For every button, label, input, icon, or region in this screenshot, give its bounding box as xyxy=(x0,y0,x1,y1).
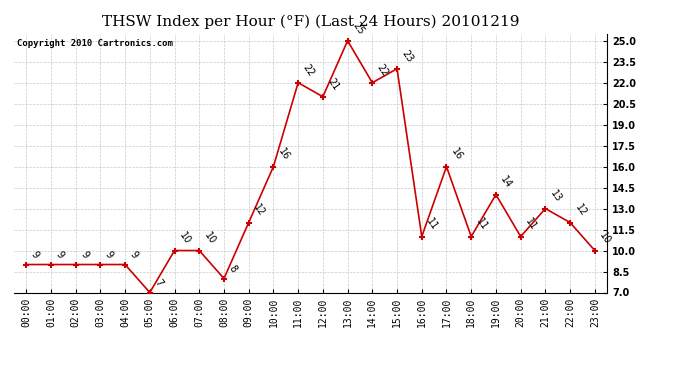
Text: 23: 23 xyxy=(400,49,415,64)
Text: 10: 10 xyxy=(202,231,217,246)
Text: 9: 9 xyxy=(79,250,90,260)
Text: 22: 22 xyxy=(375,63,391,78)
Text: 10: 10 xyxy=(177,231,193,246)
Text: 25: 25 xyxy=(351,21,366,37)
Text: 12: 12 xyxy=(251,202,267,218)
Text: 14: 14 xyxy=(499,175,514,190)
Text: Copyright 2010 Cartronics.com: Copyright 2010 Cartronics.com xyxy=(17,39,172,48)
Text: 16: 16 xyxy=(276,147,291,162)
Text: 7: 7 xyxy=(152,278,164,288)
Text: 16: 16 xyxy=(449,147,464,162)
Text: 12: 12 xyxy=(573,202,588,218)
Text: 21: 21 xyxy=(326,76,341,93)
Text: 11: 11 xyxy=(424,217,440,232)
Text: 9: 9 xyxy=(103,250,115,260)
Text: 9: 9 xyxy=(128,250,139,260)
Text: 9: 9 xyxy=(29,250,41,260)
Text: 11: 11 xyxy=(474,217,489,232)
Text: 11: 11 xyxy=(524,217,539,232)
Text: 22: 22 xyxy=(301,63,316,78)
Text: 9: 9 xyxy=(54,250,66,260)
Text: 10: 10 xyxy=(598,231,613,246)
Text: 13: 13 xyxy=(548,189,563,204)
Text: 8: 8 xyxy=(227,264,239,274)
Text: THSW Index per Hour (°F) (Last 24 Hours) 20101219: THSW Index per Hour (°F) (Last 24 Hours)… xyxy=(101,15,520,29)
